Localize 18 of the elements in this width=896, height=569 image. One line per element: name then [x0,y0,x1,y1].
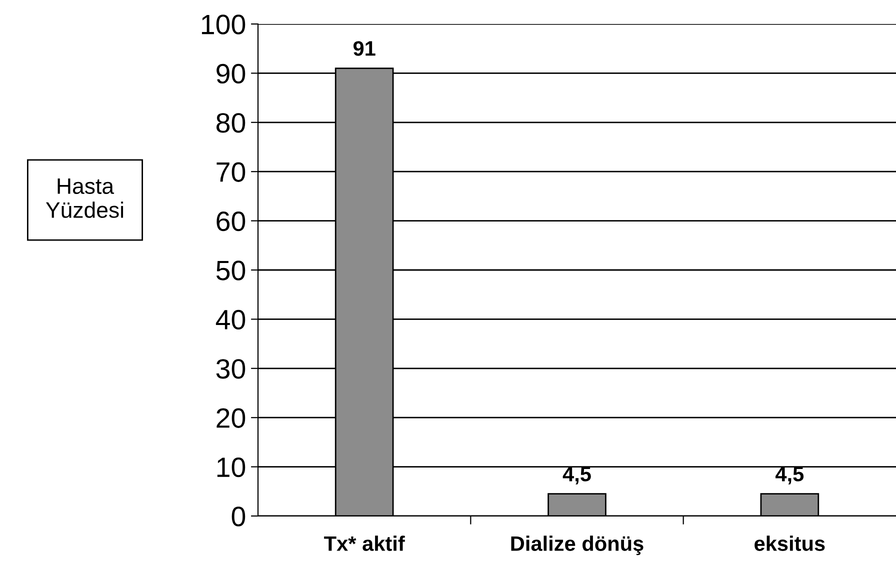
data-label: 4,5 [776,466,804,484]
y-tick-label: 60 [216,211,246,232]
y-tick-label: 10 [217,457,246,478]
y-tick-label: 0 [232,506,246,526]
x-tick-label: eksitus [754,536,825,551]
y-tick-label: 40 [216,310,246,330]
y-tick-label: 30 [216,359,246,379]
y-axis-title: Hasta Yüzdesi [46,178,124,218]
y-tick-label: 80 [216,113,246,133]
x-tick-label: Tx* aktif [324,536,405,551]
y-tick-label: 70 [216,162,246,182]
y-tick-label: 20 [216,408,246,428]
data-label: 91 [353,41,376,56]
data-label: 4,5 [562,466,591,484]
y-tick-label: 50 [216,260,246,280]
y-tick-label: 90 [216,64,246,84]
y-tick-label: 100 [202,14,246,34]
x-tick-label: Dialize dönüş [511,536,644,556]
